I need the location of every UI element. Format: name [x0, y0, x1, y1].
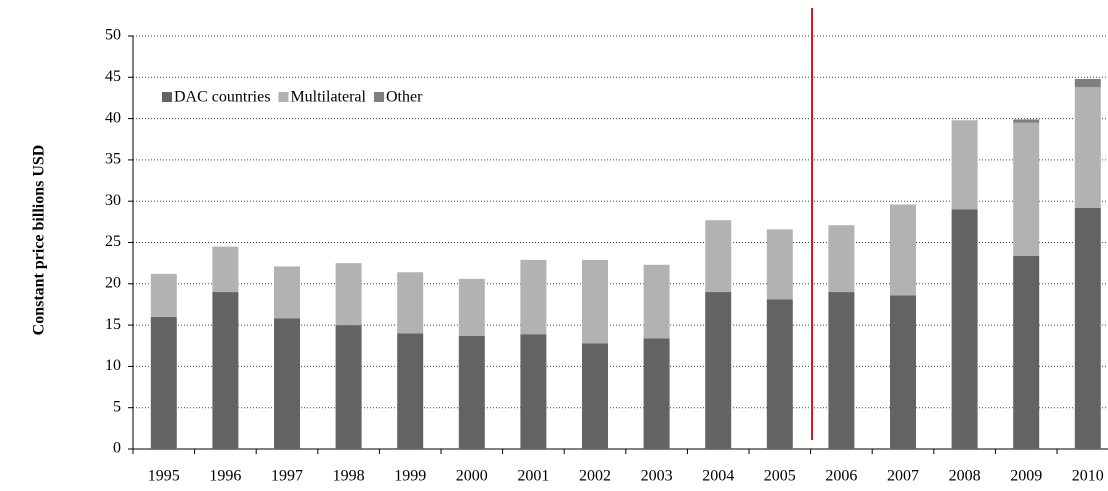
x-tick-label: 2005 — [764, 468, 796, 485]
bar-segment — [705, 220, 732, 293]
bar-segment — [643, 264, 670, 339]
bar-segment — [1074, 78, 1101, 88]
x-tick-label: 2009 — [1010, 468, 1042, 485]
y-tick-label: 30 — [105, 192, 121, 209]
bar-segment — [458, 335, 485, 449]
y-tick-label: 25 — [105, 233, 121, 250]
bar-segment — [397, 272, 424, 334]
bar-segment — [705, 292, 732, 449]
bar-segment — [520, 334, 547, 449]
y-tick-label: 20 — [105, 274, 121, 291]
bar-segment — [828, 225, 855, 293]
bar-segment — [335, 263, 362, 326]
bar-segment — [212, 246, 239, 293]
bar-segment — [1013, 255, 1040, 449]
bar-segment — [458, 278, 485, 336]
bar-segment — [643, 338, 670, 449]
y-tick-label: 5 — [113, 398, 121, 415]
bar-segment — [890, 204, 916, 296]
y-tick-label: 50 — [105, 27, 121, 44]
bar-segment — [766, 299, 793, 449]
x-tick-label: 2008 — [949, 468, 981, 485]
x-tick-label: 1995 — [148, 468, 180, 485]
legend-swatch — [373, 92, 384, 102]
y-tick-label: 15 — [105, 316, 121, 333]
bar-segment — [150, 316, 177, 449]
legend-label: Multilateral — [290, 89, 366, 106]
x-tick-label: 1996 — [209, 468, 241, 485]
x-tick-label: 2007 — [887, 468, 919, 485]
bar-segment — [890, 295, 916, 449]
bar-segment — [274, 318, 300, 449]
x-tick-label: 2000 — [456, 468, 488, 485]
bar-segment — [397, 333, 424, 449]
y-axis-label: Constant price billions USD — [31, 145, 48, 336]
x-tick-label: 2006 — [825, 468, 857, 485]
bar-segment — [520, 259, 547, 335]
bar-segment — [150, 273, 177, 317]
y-tick-label: 0 — [113, 440, 121, 457]
legend-swatch — [162, 92, 172, 102]
x-tick-label: 2003 — [641, 468, 673, 485]
y-tick-label: 45 — [105, 68, 121, 85]
bar-segment — [1074, 207, 1101, 449]
legend-swatch — [278, 92, 289, 102]
bar-segment — [951, 209, 978, 449]
bar-segment — [766, 229, 793, 300]
y-tick-label: 40 — [105, 109, 121, 126]
x-tick-label: 2001 — [517, 468, 549, 485]
bar-segment — [274, 266, 300, 319]
bar-segment — [212, 292, 239, 449]
bar-segment — [828, 292, 855, 449]
bar-segment — [951, 120, 978, 210]
bar-segment — [582, 259, 608, 344]
bar-segment — [1074, 87, 1101, 208]
x-tick-label: 2004 — [702, 468, 734, 485]
y-tick-label: 35 — [105, 151, 121, 168]
y-tick-label: 10 — [105, 357, 121, 374]
legend-label: DAC countries — [174, 89, 270, 106]
bar-segment — [582, 343, 608, 449]
x-tick-label: 2010 — [1072, 468, 1104, 485]
bar-segment — [1013, 119, 1040, 123]
x-tick-label: 1998 — [333, 468, 365, 485]
x-tick-label: 2002 — [579, 468, 611, 485]
bar-segment — [335, 325, 362, 449]
x-tick-label: 1997 — [271, 468, 303, 485]
legend-label: Other — [386, 89, 423, 106]
bar-segment — [1013, 122, 1040, 256]
x-tick-label: 1999 — [394, 468, 426, 485]
